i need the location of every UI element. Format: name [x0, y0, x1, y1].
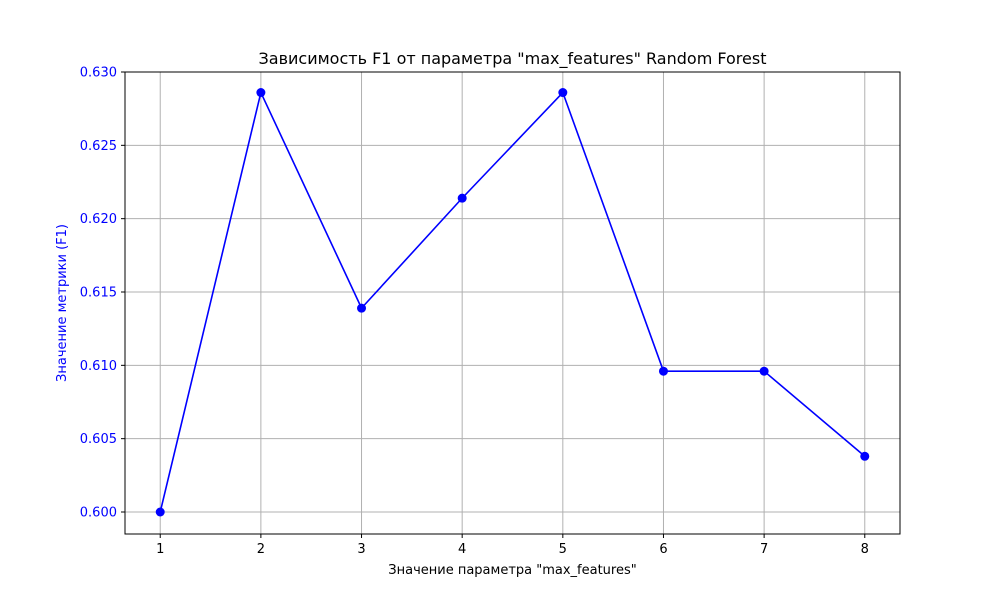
data-point	[357, 303, 367, 313]
series-line	[159, 91, 866, 513]
data-point	[860, 451, 870, 461]
series-layer	[155, 88, 870, 517]
x-tick-label: 8	[861, 542, 869, 557]
data-point	[558, 88, 568, 98]
x-tick-label: 4	[458, 542, 466, 557]
data-point	[256, 88, 266, 98]
x-tick-label: 6	[659, 542, 667, 557]
x-tick-label: 2	[257, 542, 265, 557]
tick-layer: 1 2 3 4 5 6 7 8 0.600 0.605 0.610 0.615 0.620 0.625 0.…	[80, 66, 869, 558]
data-point	[759, 366, 769, 376]
y-tick-label: 0.615	[80, 286, 117, 301]
chart-title: Зависимость F1 от параметра "max_feature…	[259, 49, 767, 69]
data-point	[457, 193, 467, 203]
x-tick-label: 1	[156, 542, 164, 557]
y-tick-label: 0.625	[80, 139, 117, 154]
x-tick-label: 3	[357, 542, 365, 557]
data-point	[155, 507, 165, 517]
y-tick-label: 0.620	[80, 212, 117, 227]
x-tick-label: 5	[559, 542, 567, 557]
plot-frame	[124, 71, 901, 535]
y-tick-label: 0.605	[80, 432, 117, 447]
y-tick-label: 0.610	[80, 359, 117, 374]
y-tick-label: 0.630	[80, 66, 117, 81]
x-tick-label: 7	[760, 542, 768, 557]
data-point	[658, 366, 668, 376]
y-tick-label: 0.600	[80, 506, 117, 521]
x-axis-label: Значение параметра "max_features"	[388, 563, 636, 578]
y-axis-label: Значение метрики (F1)	[55, 224, 70, 382]
